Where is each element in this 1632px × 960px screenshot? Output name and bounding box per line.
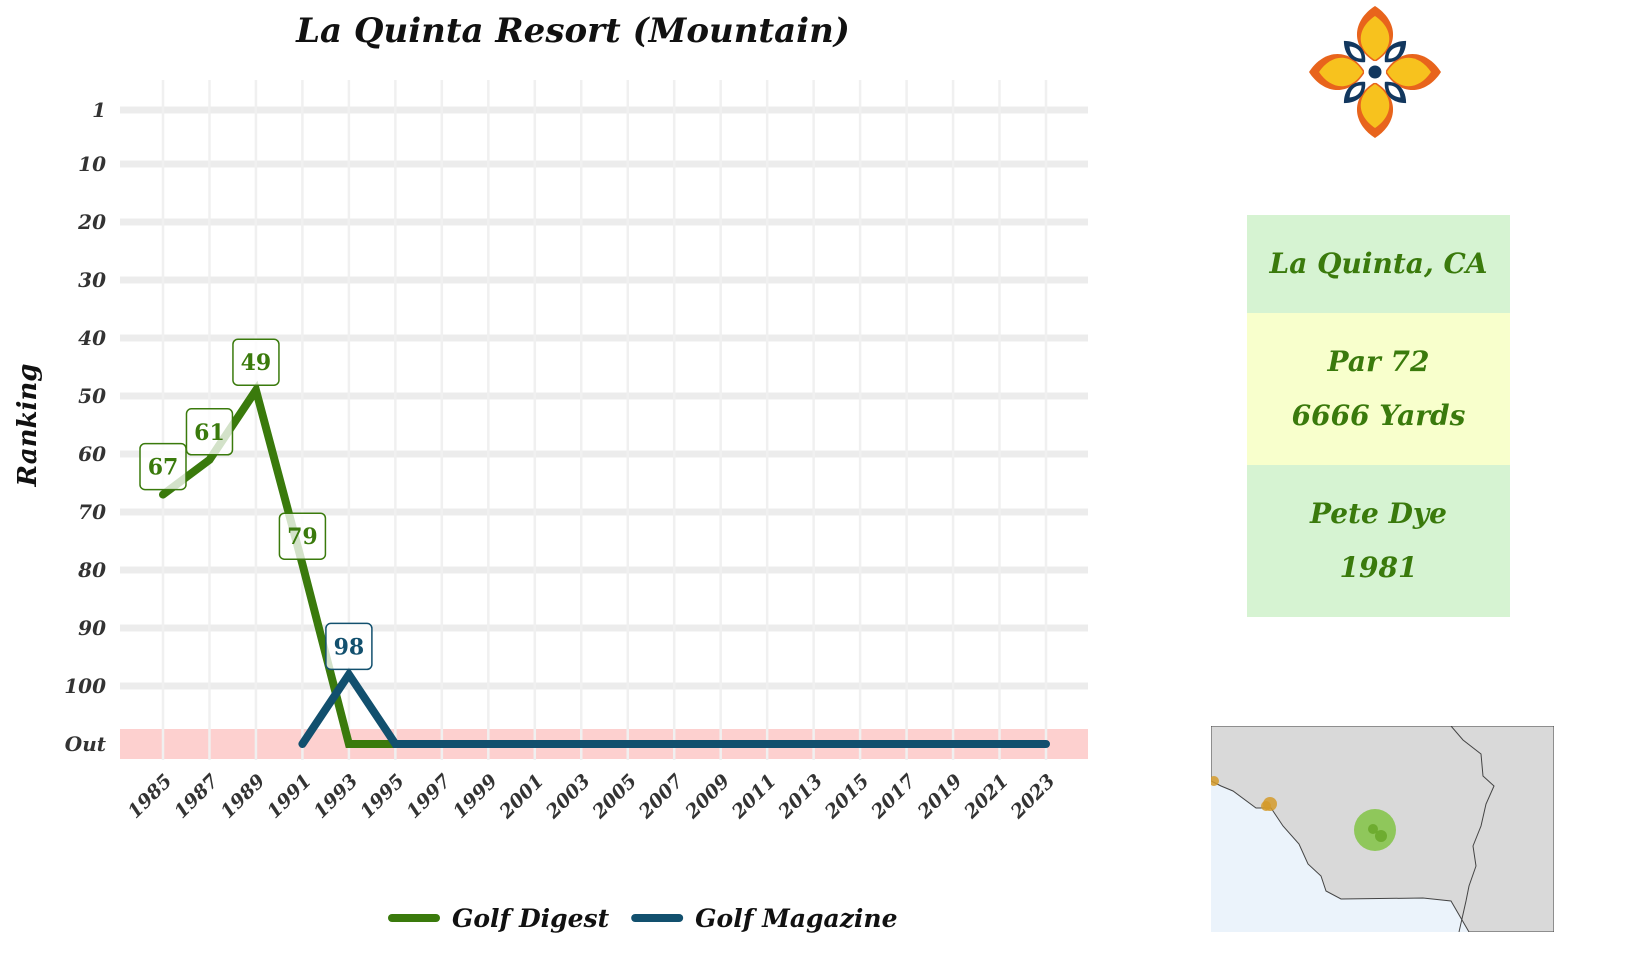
y-tick-label: 10	[78, 152, 106, 176]
data-label: 98	[325, 622, 373, 671]
x-tick-label: 1999	[449, 770, 502, 823]
x-tick-label: 1991	[263, 770, 316, 823]
x-tick-label: 1995	[356, 770, 409, 823]
y-tick-label: 60	[78, 442, 106, 466]
location-cell: La Quinta, CA	[1247, 215, 1510, 313]
x-tick-label: 2003	[541, 770, 595, 824]
x-tick-label: 2015	[820, 770, 874, 824]
data-label: 67	[139, 442, 187, 491]
legend-label: Golf Digest	[452, 904, 610, 933]
x-tick-label: 2017	[866, 770, 920, 824]
data-label-text: 67	[148, 455, 179, 481]
logo-navy-petals	[1343, 40, 1407, 104]
legend-label: Golf Magazine	[695, 904, 897, 933]
legend-item: Golf Digest	[388, 904, 610, 933]
yards-text: 6666 Yards	[1291, 399, 1466, 432]
y-axis-label: Ranking	[13, 364, 43, 488]
y-tick-label: 90	[78, 616, 106, 640]
map-marker	[1261, 801, 1271, 811]
y-tick-label: 1	[92, 98, 106, 122]
legend-item: Golf Magazine	[631, 904, 897, 933]
course-info-card: La Quinta, CA Par 72 6666 Yards Pete Dye…	[1247, 215, 1510, 617]
course-stats-cell: Par 72 6666 Yards	[1247, 313, 1510, 465]
par-text: Par 72	[1327, 345, 1430, 378]
designer-cell: Pete Dye 1981	[1247, 465, 1510, 617]
location-text: La Quinta, CA	[1269, 247, 1488, 280]
y-tick-label: 20	[77, 210, 106, 234]
y-tick-label: 70	[78, 500, 106, 524]
y-tick-label: 80	[77, 558, 106, 582]
map-marker	[1368, 824, 1378, 834]
x-tick-label: 2019	[913, 770, 967, 824]
x-tick-label: 2001	[495, 770, 549, 824]
data-label: 49	[232, 338, 280, 386]
x-tick-label: 2007	[634, 770, 688, 824]
y-tick-label: Out	[65, 732, 107, 756]
map-marker	[1211, 776, 1219, 786]
data-label-box	[185, 408, 234, 456]
data-label: 79	[278, 512, 327, 560]
data-label-text: 49	[241, 350, 272, 376]
logo-orange-petals	[1309, 6, 1441, 138]
x-tick-label: 1989	[217, 770, 270, 823]
designer-text: Pete Dye	[1310, 497, 1447, 530]
map-border	[1450, 726, 1495, 932]
map-marker	[1375, 830, 1387, 842]
year-text: 1981	[1339, 551, 1418, 584]
data-label: 61	[185, 408, 234, 456]
data-label-text: 61	[194, 420, 225, 446]
x-tick-label: 1987	[170, 770, 223, 823]
x-tick-label: 2005	[588, 770, 642, 824]
x-tick-label: 2013	[774, 770, 828, 824]
legend: Golf Digest Golf Magazine	[388, 904, 897, 933]
chart-title: La Quinta Resort (Mountain)	[295, 11, 850, 51]
data-label-box	[278, 512, 327, 560]
data-label-text: 79	[287, 524, 318, 550]
y-tick-label: 50	[78, 384, 106, 408]
y-tick-label: 100	[64, 674, 106, 698]
x-tick-label: 1997	[402, 770, 455, 823]
data-label-box	[232, 338, 280, 386]
southern-california-map	[1211, 726, 1554, 932]
x-tick-label: 2009	[681, 770, 735, 824]
x-tick-label: 2021	[959, 770, 1013, 824]
series-layer	[159, 380, 1050, 748]
y-tick-label: 30	[78, 268, 106, 292]
x-tick-label: 1985	[124, 770, 177, 823]
series-line-golf-magazine	[298, 667, 1050, 748]
data-label-box	[139, 442, 187, 491]
y-tick-label: 40	[78, 326, 106, 350]
data-label-layer: 67 61 49 79 98	[139, 338, 373, 671]
data-label-box	[325, 622, 373, 671]
x-tick-label: 1993	[309, 770, 362, 823]
ornamental-tile-icon	[1309, 6, 1441, 138]
series-line-golf-digest	[159, 380, 400, 748]
grid-layer	[120, 80, 1088, 760]
x-tick-label: 2023	[1006, 770, 1060, 824]
data-label-text: 98	[334, 634, 365, 660]
x-tick-label: 2011	[727, 770, 781, 824]
